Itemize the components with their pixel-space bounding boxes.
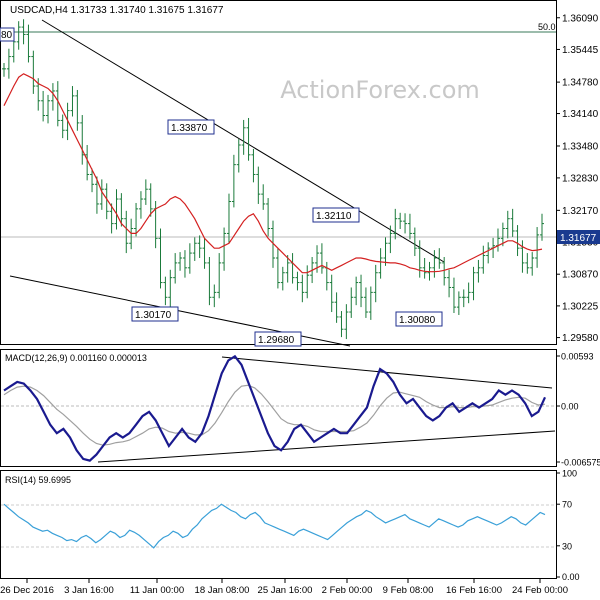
- rsi-panel-frame: [0, 470, 557, 579]
- x-tick-label: 26 Dec 2016: [0, 585, 54, 596]
- macd-y-axis: 0.00593 0.00 -0.006575: [556, 352, 600, 468]
- y-tick-label: 1.32170: [562, 206, 599, 217]
- y-tick-label: 1.30225: [562, 301, 599, 312]
- current-price-tag: [557, 230, 600, 244]
- rsi-y-tick-label: 100: [562, 469, 577, 479]
- annotation-label: 1.33870: [171, 123, 208, 134]
- y-tick-label: 1.32830: [562, 173, 599, 184]
- y-tick-label: 1.29580: [562, 333, 599, 344]
- annotation-label: 80: [1, 30, 13, 41]
- upper-trendline: [41, 19, 445, 263]
- rsi-y-axis: 100 70 30 0.00: [556, 469, 580, 582]
- macd-y-tick-label: 0.00593: [561, 352, 594, 362]
- x-tick-label: 18 Jan 08:00: [195, 585, 250, 596]
- x-tick-label: 9 Feb 08:00: [383, 585, 434, 596]
- annotation-label: 1.29680: [258, 335, 295, 346]
- y-tick-label: 1.36090: [562, 13, 599, 24]
- price-annotations: 80 1.33870 1.30170 1.29680 1.32110 1.300…: [0, 27, 443, 347]
- y-tick-label: 1.35445: [562, 45, 599, 56]
- x-tick-label: 11 Jan 00:00: [130, 585, 184, 596]
- price-y-axis: 1.36090 1.35445 1.34780 1.34140 1.33480 1.328…: [556, 13, 599, 344]
- x-tick-label: 2 Feb 00:00: [322, 585, 373, 596]
- y-tick-label: 1.34140: [562, 109, 599, 120]
- watermark-text: ActionForex.com: [280, 76, 480, 104]
- y-tick-label: 1.33480: [562, 141, 599, 152]
- annotation-label: 1.30170: [135, 310, 172, 321]
- rsi-y-tick-label: 0.00: [562, 572, 580, 582]
- rsi-panel-title: RSI(14) 59.6995: [5, 475, 71, 485]
- x-tick-label: 3 Jan 16:00: [64, 585, 114, 596]
- y-tick-label: 1.30870: [562, 270, 599, 281]
- rsi-y-tick-label: 30: [562, 541, 572, 551]
- current-price-label: 1.31677: [560, 233, 597, 244]
- price-panel-title: USDCAD,H4 1.31733 1.31740 1.31675 1.3167…: [10, 5, 224, 16]
- macd-panel-title: MACD(12,26,9) 0.001160 0.000013: [5, 353, 147, 363]
- x-tick-label: 16 Feb 16:00: [446, 585, 502, 596]
- price-bars: [2, 19, 544, 340]
- fib-50-label: 50.0: [538, 22, 556, 32]
- rsi-line: [3, 503, 546, 549]
- rsi-y-tick-label: 70: [562, 500, 572, 510]
- x-tick-label: 25 Jan 16:00: [258, 585, 313, 596]
- moving-average-line: [3, 73, 543, 274]
- annotation-label: 1.30080: [399, 315, 436, 326]
- x-axis: 26 Dec 2016 3 Jan 16:00 11 Jan 00:00 18 Jan…: [0, 578, 568, 596]
- macd-line: [3, 354, 547, 462]
- macd-y-tick-label: -0.006575: [561, 458, 600, 468]
- macd-lower-trendline: [97, 430, 556, 463]
- macd-y-tick-label: 0.00: [561, 402, 579, 412]
- annotation-label: 1.32110: [316, 211, 352, 222]
- x-tick-label: 24 Feb 00:00: [512, 585, 568, 596]
- y-tick-label: 1.34780: [562, 78, 599, 89]
